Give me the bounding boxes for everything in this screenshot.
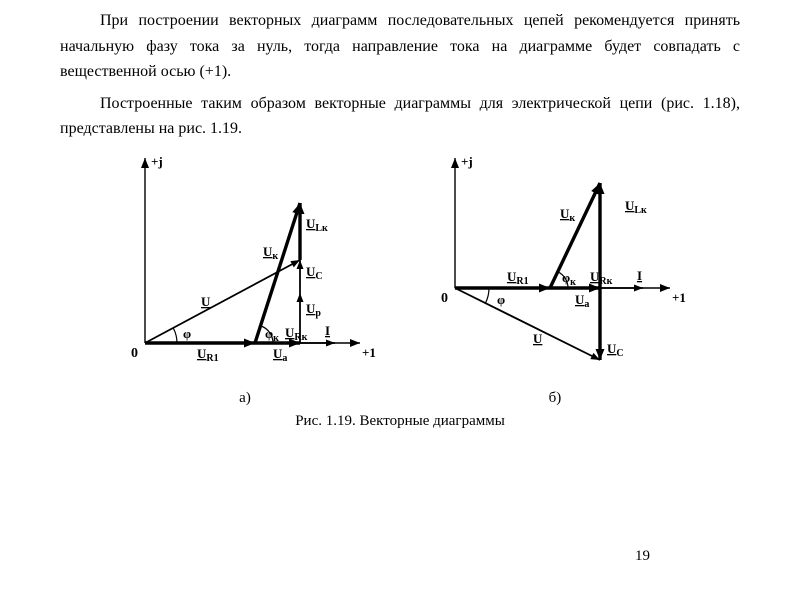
svg-text:U: U (533, 331, 543, 346)
svg-text:U: U (201, 294, 211, 309)
svg-text:ULк: ULк (625, 198, 647, 216)
svg-text:0: 0 (441, 291, 448, 306)
svg-text:+j: +j (151, 154, 163, 169)
svg-text:UC: UC (306, 264, 323, 282)
svg-text:+1: +1 (672, 290, 686, 305)
panel-a-label: а) (239, 390, 251, 407)
vector-diagram-b: +1+j0UR1URкUaIULкUкUCUφφк (415, 148, 695, 388)
vector-diagram-a: +1 +j 0 UR1 Ua I Up UC URк ULк Uк Uφ φк (105, 148, 385, 388)
svg-text:φ: φ (183, 326, 191, 341)
svg-text:φк: φк (562, 270, 576, 288)
svg-text:Uк: Uк (263, 244, 278, 262)
page-number: 19 (635, 548, 650, 565)
svg-text:φк: φк (265, 326, 279, 344)
figure-caption: Рис. 1.19. Векторные диаграммы (60, 413, 740, 430)
svg-text:φ: φ (497, 292, 505, 307)
svg-text:UC: UC (607, 341, 624, 359)
panel-b-label: б) (549, 390, 562, 407)
svg-text:+1: +1 (362, 345, 376, 360)
figure-1-19: +1 +j 0 UR1 Ua I Up UC URк ULк Uк Uφ φк а) +1 +j 0 UR1 U… (60, 148, 740, 407)
figure-panel-b: +1+j0UR1URкUaIULкUкUCUφφк б) (415, 148, 695, 407)
svg-text:Ua: Ua (273, 346, 287, 364)
svg-text:ULк: ULк (306, 216, 328, 234)
svg-text:Up: Up (306, 301, 321, 319)
svg-text:I: I (325, 323, 330, 338)
svg-text:UR1: UR1 (507, 269, 529, 287)
svg-text:I: I (637, 268, 642, 283)
paragraph-2: Построенные таким образом векторные диаг… (60, 91, 740, 142)
svg-text:Uк: Uк (560, 206, 575, 224)
figure-panel-a: +1 +j 0 UR1 Ua I Up UC URк ULк Uк Uφ φк а) (105, 148, 385, 407)
svg-text:URк: URк (285, 325, 308, 343)
svg-text:Ua: Ua (575, 292, 589, 310)
svg-text:+j: +j (461, 154, 473, 169)
svg-text:0: 0 (131, 346, 138, 361)
svg-text:UR1: UR1 (197, 346, 219, 364)
paragraph-1: При построении векторных диаграмм послед… (60, 8, 740, 85)
